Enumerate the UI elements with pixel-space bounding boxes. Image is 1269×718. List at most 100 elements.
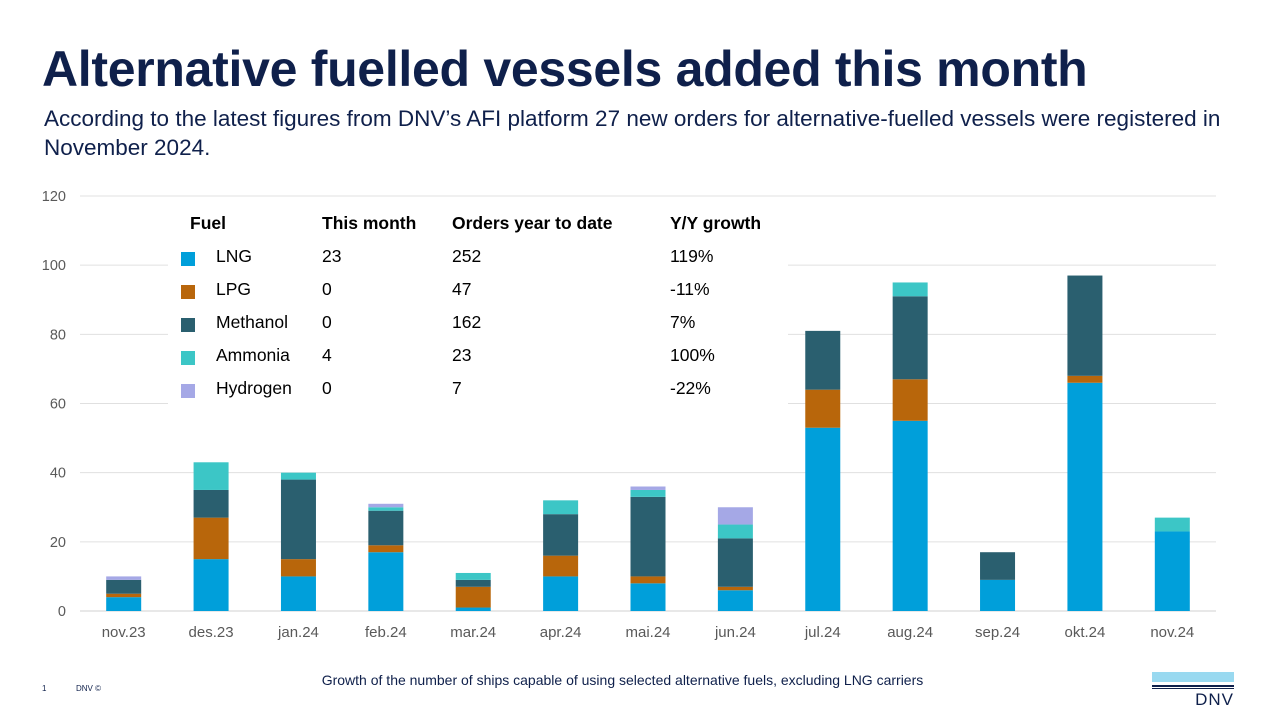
bar-segment-lpg: [1067, 375, 1103, 383]
bar-segment-lng: [980, 579, 1016, 611]
footer-company: DNV ©: [76, 684, 102, 693]
y-tick-label: 0: [58, 604, 66, 620]
y-tick-label: 120: [42, 189, 66, 205]
bar-segment-methanol: [980, 552, 1016, 580]
bar-segment-methanol: [892, 296, 928, 380]
bar-segment-methanol: [1067, 275, 1103, 376]
bar-segment-methanol: [543, 514, 579, 556]
legend-ytd: 7: [452, 378, 462, 398]
legend-header-yoy: Y/Y growth: [670, 213, 762, 233]
legend-header-this-month: This month: [322, 213, 417, 233]
bar-segment-lng: [106, 597, 142, 611]
x-tick-label: feb.24: [365, 624, 407, 641]
bar-segment-lpg: [455, 586, 491, 608]
bar-segment-ammonia: [717, 524, 753, 539]
bar-segment-ammonia: [280, 472, 316, 480]
x-tick-label: aug.24: [887, 624, 933, 641]
bar-segment-lpg: [892, 379, 928, 421]
x-tick-label: jul.24: [804, 624, 841, 641]
legend-ytd: 23: [452, 345, 472, 365]
y-tick-label: 100: [42, 258, 66, 274]
legend-swatch-ammonia: [181, 351, 195, 365]
bar-segment-ammonia: [368, 507, 404, 511]
bar-segment-lng: [805, 427, 841, 611]
y-tick-label: 20: [50, 535, 66, 551]
bar-segment-lng: [1154, 531, 1190, 611]
legend-swatch-lng: [181, 252, 195, 266]
logo-bar-light: [1152, 672, 1234, 682]
bar-segment-lng: [193, 559, 229, 611]
legend-this-month: 4: [322, 345, 332, 365]
bar-segment-ammonia: [455, 572, 491, 580]
legend-this-month: 0: [322, 312, 332, 332]
legend-yoy: -22%: [670, 378, 711, 398]
bar-segment-lpg: [543, 555, 579, 577]
x-tick-label: mai.24: [625, 624, 670, 641]
legend-ytd: 252: [452, 246, 482, 266]
bar-segment-lpg: [717, 586, 753, 591]
bar-segment-methanol: [368, 510, 404, 546]
legend-this-month: 0: [322, 279, 332, 299]
bar-segment-lpg: [630, 576, 666, 584]
bar-segment-methanol: [193, 489, 229, 518]
legend-yoy: 100%: [670, 345, 715, 365]
bar-segment-lng: [892, 420, 928, 611]
dnv-logo: DNV: [1152, 672, 1234, 709]
bar-segment-lng: [630, 583, 666, 611]
legend-swatch-lpg: [181, 285, 195, 299]
bar-segment-lpg: [280, 559, 316, 577]
chart-caption: Growth of the number of ships capable of…: [321, 672, 924, 688]
legend-fuel: Ammonia: [216, 345, 290, 365]
y-tick-label: 40: [50, 466, 66, 482]
bar-segment-lng: [1067, 382, 1103, 611]
bar-segment-methanol: [805, 330, 841, 390]
page-title: Alternative fuelled vessels added this m…: [42, 41, 1088, 97]
bar-segment-methanol: [106, 579, 142, 594]
legend-yoy: 119%: [670, 246, 714, 266]
legend-this-month: 23: [322, 246, 342, 266]
bar-segment-hydrogen: [106, 576, 142, 580]
bar-segment-hydrogen: [717, 507, 753, 525]
legend-ytd: 162: [452, 312, 482, 332]
legend-yoy: 7%: [670, 312, 696, 332]
legend-fuel: Methanol: [216, 312, 288, 332]
bar-segment-methanol: [280, 479, 316, 560]
x-tick-label: jan.24: [277, 624, 319, 641]
x-tick-label: okt.24: [1064, 624, 1105, 641]
y-tick-label: 60: [50, 397, 66, 413]
legend-this-month: 0: [322, 378, 332, 398]
bar-segment-lng: [455, 607, 491, 611]
page-subtitle: According to the latest figures from DNV…: [44, 106, 1221, 160]
bar-segment-lng: [717, 590, 753, 611]
bar-segment-lng: [543, 576, 579, 611]
legend-fuel: LNG: [216, 246, 252, 266]
legend-yoy: -11%: [670, 279, 710, 299]
bar-segment-ammonia: [630, 489, 666, 497]
legend-fuel: LPG: [216, 279, 252, 299]
bar-segment-ammonia: [543, 500, 579, 515]
legend-swatch-hydrogen: [181, 384, 195, 398]
x-tick-label: apr.24: [540, 624, 582, 641]
bar-segment-lpg: [805, 389, 841, 428]
bar-segment-lpg: [106, 593, 142, 598]
bar-segment-methanol: [455, 579, 491, 587]
bar-segment-ammonia: [1154, 517, 1190, 532]
logo-bar-thin: [1152, 688, 1234, 689]
logo-wordmark: DNV: [1195, 690, 1234, 709]
bar-segment-methanol: [717, 538, 753, 587]
bar-segment-hydrogen: [630, 486, 666, 490]
legend-header-fuel: Fuel: [190, 213, 226, 233]
x-tick-label: nov.23: [102, 624, 146, 641]
bar-segment-hydrogen: [368, 503, 404, 508]
logo-bar-dark: [1152, 685, 1234, 687]
legend-ytd: 47: [452, 279, 472, 299]
y-tick-label: 80: [50, 327, 66, 343]
legend-swatch-methanol: [181, 318, 195, 332]
bar-segment-methanol: [630, 496, 666, 577]
legend-table-background: [168, 206, 788, 404]
x-tick-label: des.23: [189, 624, 234, 641]
x-tick-label: mar.24: [450, 624, 496, 641]
bar-segment-ammonia: [193, 462, 229, 490]
page-number: 1: [42, 684, 47, 693]
